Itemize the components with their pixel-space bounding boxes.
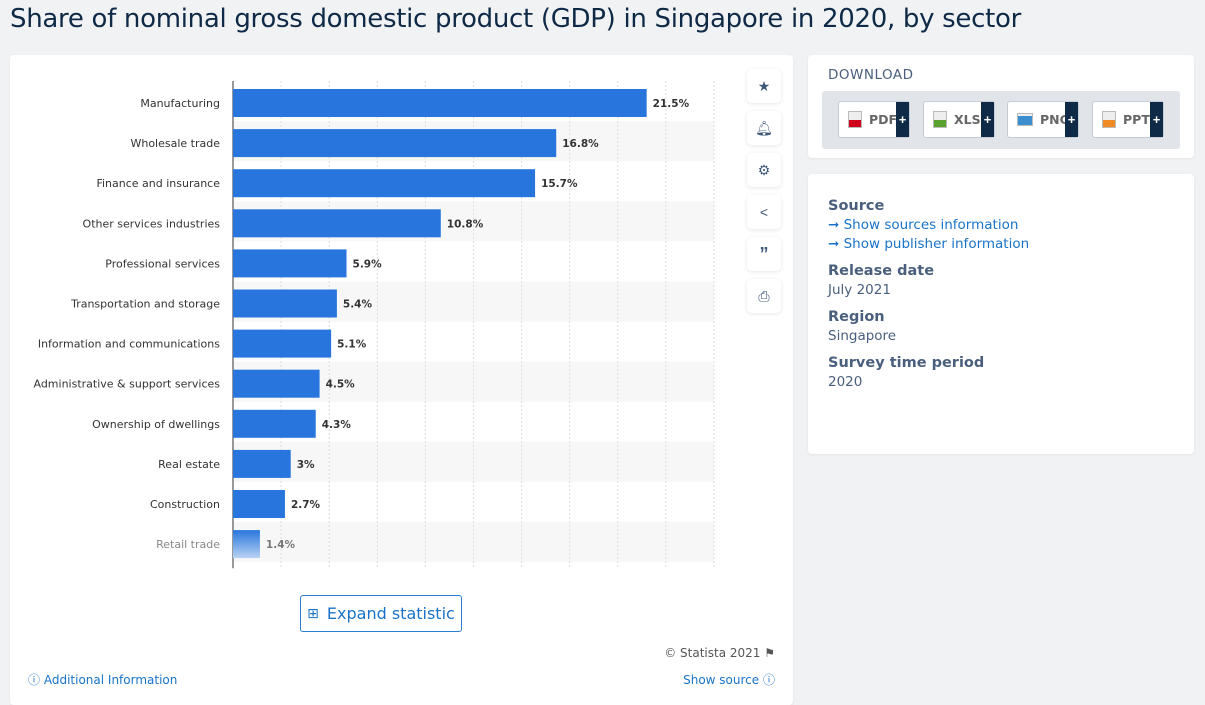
notification-button[interactable]: 🔔︎	[747, 111, 781, 145]
bar	[233, 89, 647, 117]
xls-file-icon	[933, 111, 947, 128]
value-label: 21.5%	[653, 98, 690, 110]
category-label: Wholesale trade	[130, 137, 220, 150]
page-title: Share of nominal gross domestic product …	[10, 4, 1022, 34]
star-icon: ★	[757, 77, 771, 94]
value-label: 3%	[297, 459, 315, 471]
category-label: Administrative & support services	[33, 378, 220, 391]
info-icon: ⓘ	[28, 673, 41, 687]
cite-button[interactable]: ”	[747, 237, 781, 271]
category-label: Construction	[150, 498, 220, 511]
bar	[233, 490, 285, 518]
bar	[233, 369, 320, 398]
category-label: Transportation and storage	[70, 298, 220, 311]
share-icon: <	[759, 204, 769, 220]
region-value: Singapore	[828, 328, 897, 344]
additional-information-link[interactable]: ⓘ Additional Information	[28, 673, 178, 687]
plus-icon: +	[1065, 102, 1078, 137]
value-label: 4.5%	[326, 379, 356, 391]
category-label: Retail trade	[156, 538, 220, 551]
download-png-button[interactable]: PNG +	[1007, 101, 1079, 138]
pdf-file-icon	[848, 111, 862, 128]
bell-icon: 🔔︎	[755, 119, 773, 136]
value-label: 4.3%	[322, 419, 352, 431]
download-pdf-button[interactable]: PDF +	[838, 101, 910, 138]
plus-icon: +	[981, 102, 994, 137]
bar	[233, 129, 557, 158]
survey-period-label: Survey time period	[828, 355, 985, 371]
value-label: 2.7%	[291, 499, 321, 511]
release-date-label: Release date	[828, 263, 935, 279]
bar	[233, 249, 347, 278]
print-button[interactable]: ⎙	[747, 279, 781, 313]
category-label: Ownership of dwellings	[92, 418, 220, 431]
expand-statistic-button[interactable]: ⊞ Expand statistic	[300, 595, 462, 632]
download-xls-button[interactable]: XLS +	[923, 101, 995, 138]
statistic-info-panel: Source ➞ Show sources information ➞ Show…	[808, 174, 1194, 454]
flag-icon: ⚑	[764, 646, 775, 660]
quote-icon: ”	[759, 243, 769, 264]
plus-icon: +	[1150, 102, 1163, 137]
value-label: 5.1%	[337, 339, 367, 351]
info-icon: ⓘ	[762, 673, 775, 687]
value-label: 15.7%	[541, 178, 578, 190]
gear-icon: ⚙	[757, 161, 771, 178]
category-label: Other services industries	[83, 217, 221, 230]
category-label: Professional services	[105, 257, 220, 270]
png-image-icon	[1017, 113, 1033, 126]
bar	[233, 169, 536, 198]
download-panel: DOWNLOAD PDF + XLS + PNG + PPT +	[808, 55, 1194, 158]
bar	[233, 449, 291, 478]
value-label: 5.9%	[353, 258, 383, 270]
value-label: 1.4%	[266, 539, 296, 551]
ppt-file-icon	[1102, 111, 1116, 128]
print-icon: ⎙	[758, 287, 770, 304]
share-button[interactable]: <	[747, 195, 781, 229]
region-label: Region	[828, 309, 885, 325]
settings-button[interactable]: ⚙	[747, 153, 781, 187]
chart-card: Manufacturing 21.5% Wholesale trade 16.8% Fi…	[10, 55, 793, 705]
category-label: Manufacturing	[140, 97, 220, 110]
download-title: DOWNLOAD	[828, 67, 914, 83]
plus-icon: +	[896, 102, 909, 137]
bar	[233, 530, 260, 559]
show-source-link[interactable]: Show source ⓘ	[683, 673, 775, 687]
survey-period-value: 2020	[828, 374, 863, 390]
category-label: Finance and insurance	[96, 177, 220, 190]
category-label: Information and communications	[38, 338, 220, 351]
bar	[233, 209, 441, 238]
download-ppt-button[interactable]: PPT +	[1092, 101, 1164, 138]
value-label: 5.4%	[343, 299, 373, 311]
plus-square-icon: ⊞	[307, 605, 319, 622]
favorite-button[interactable]: ★	[747, 69, 781, 103]
bar-chart: Manufacturing 21.5% Wholesale trade 16.8% Fi…	[33, 81, 715, 569]
show-sources-link[interactable]: ➞ Show sources information	[828, 217, 1019, 233]
category-label: Real estate	[158, 458, 220, 471]
copyright: © Statista 2021 ⚑	[664, 646, 775, 660]
source-label: Source	[828, 198, 885, 214]
bar	[233, 329, 332, 358]
bar	[233, 289, 337, 318]
show-publisher-link[interactable]: ➞ Show publisher information	[828, 236, 1030, 252]
value-label: 16.8%	[562, 138, 599, 150]
bar	[233, 409, 316, 438]
value-label: 10.8%	[447, 218, 484, 230]
release-date-value: July 2021	[828, 282, 891, 298]
